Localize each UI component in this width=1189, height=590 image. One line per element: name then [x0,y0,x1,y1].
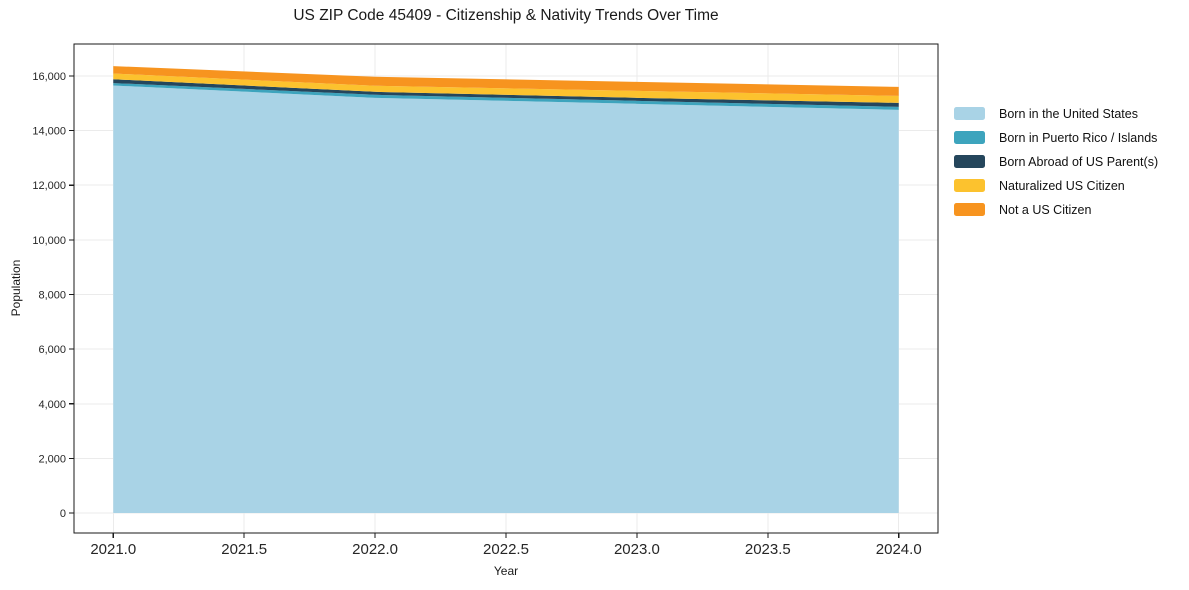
y-tick-label: 2,000 [38,453,66,465]
legend-item-born-in-the-united-states: Born in the United States [954,106,1158,121]
area-not-a-us-citizen [113,66,899,96]
area-born-in-puerto-rico-islands [113,83,899,110]
legend-label: Born Abroad of US Parent(s) [999,154,1159,169]
legend-swatch [954,179,985,192]
y-tick-label: 12,000 [32,180,66,192]
y-tick-label: 10,000 [32,235,66,247]
legend-label: Born in Puerto Rico / Islands [999,130,1158,145]
y-tick-label: 16,000 [32,71,66,83]
x-tick-label: 2021.5 [221,541,267,558]
x-tick-label: 2022.5 [483,541,529,558]
legend-label: Born in the United States [999,106,1138,121]
legend-swatch [954,107,985,120]
x-tick-label: 2023.0 [614,541,660,558]
legend-item-born-abroad-of-us-parent-s: Born Abroad of US Parent(s) [954,154,1159,169]
legend-item-born-in-puerto-rico-islands: Born in Puerto Rico / Islands [954,130,1158,145]
x-tick-label: 2021.0 [90,541,136,558]
legend-swatch [954,155,985,168]
legend-label: Not a US Citizen [999,202,1092,217]
legend-swatch [954,203,985,216]
x-tick-label: 2024.0 [876,541,922,558]
legend-item-naturalized-us-citizen: Naturalized US Citizen [954,178,1158,193]
y-tick-label: 8,000 [38,290,66,302]
area-born-in-the-united-states [113,85,899,514]
area-naturalized-us-citizen [113,73,899,103]
legend-label: Naturalized US Citizen [999,178,1125,193]
y-tick-label: 14,000 [32,126,66,138]
legend: Born in the United States Born in Puerto … [954,106,1159,217]
y-tick-label: 0 [60,508,66,520]
x-axis-label: Year [493,564,519,578]
legend-swatch [954,131,985,144]
y-tick-label: 4,000 [38,399,66,411]
legend-item-not-a-us-citizen: Not a US Citizen [954,202,1158,217]
area-born-abroad-of-us-parent-s [113,79,899,107]
chart-title: US ZIP Code 45409 - Citizenship & Nativi… [293,7,719,24]
x-tick-label: 2023.5 [745,541,791,558]
x-tick-label: 2022.0 [352,541,398,558]
y-tick-label: 6,000 [38,344,66,356]
